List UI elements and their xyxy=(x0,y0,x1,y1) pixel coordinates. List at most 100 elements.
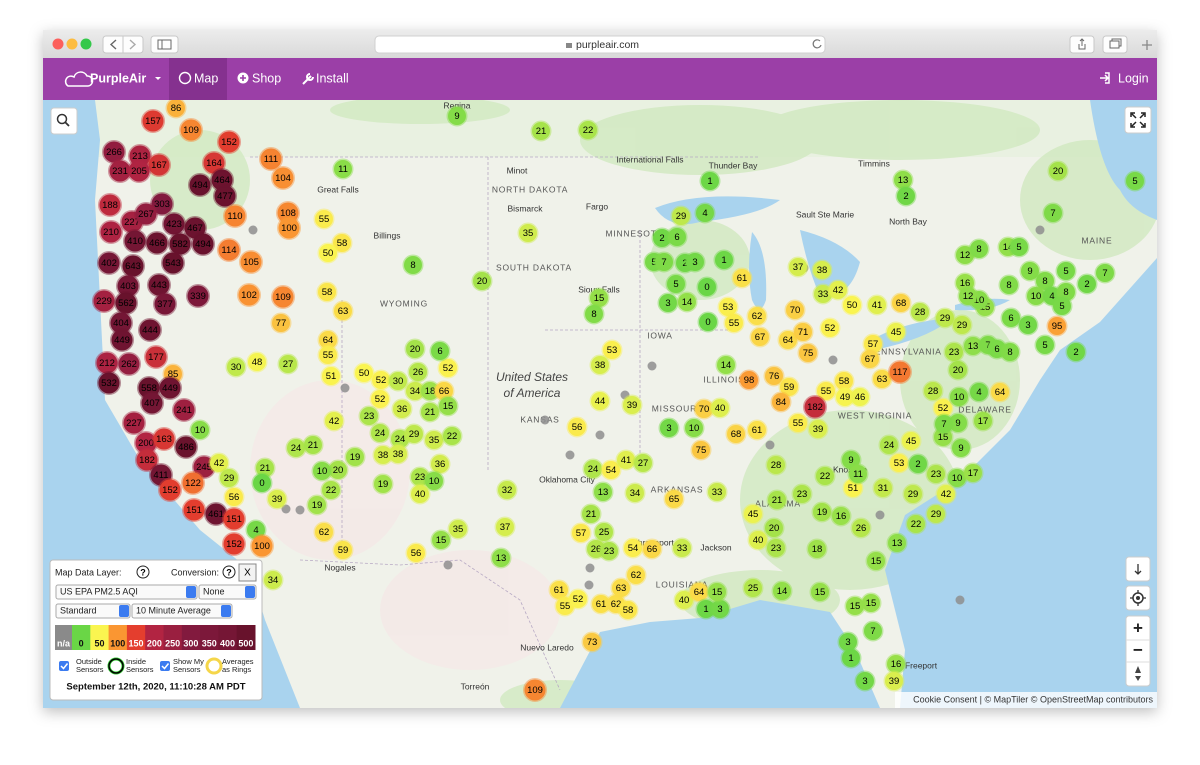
sensor[interactable] xyxy=(871,368,893,390)
sensor[interactable] xyxy=(738,369,760,391)
sensor[interactable] xyxy=(316,281,338,303)
sensor[interactable] xyxy=(174,435,198,459)
logo-icon[interactable] xyxy=(64,71,94,87)
sensor[interactable] xyxy=(972,410,994,432)
sensor[interactable] xyxy=(1076,273,1098,295)
sensor[interactable] xyxy=(696,276,718,298)
new-tab-button[interactable] xyxy=(1142,40,1152,50)
sensor[interactable] xyxy=(152,427,176,451)
sensor[interactable] xyxy=(746,419,768,441)
sensor[interactable] xyxy=(1055,260,1077,282)
sensor[interactable] xyxy=(430,529,452,551)
sensor[interactable] xyxy=(592,481,614,503)
sensor[interactable] xyxy=(749,326,771,348)
sensor[interactable] xyxy=(746,305,768,327)
help-icon[interactable] xyxy=(136,565,150,579)
sensor[interactable] xyxy=(580,503,602,525)
sensor[interactable] xyxy=(1019,260,1041,282)
sensor[interactable] xyxy=(787,256,809,278)
sensor[interactable] xyxy=(666,226,688,248)
sensor[interactable] xyxy=(922,380,944,402)
sensor[interactable] xyxy=(849,386,871,408)
sensor[interactable] xyxy=(807,418,829,440)
sensor[interactable] xyxy=(358,405,380,427)
sensor[interactable] xyxy=(610,577,632,599)
sensor[interactable] xyxy=(1034,334,1056,356)
sensor[interactable] xyxy=(840,647,862,669)
sensor[interactable] xyxy=(181,471,205,495)
sensor[interactable] xyxy=(811,501,833,523)
sensor[interactable] xyxy=(598,540,620,562)
sensor[interactable] xyxy=(671,537,693,559)
nav-item[interactable]: Shop xyxy=(252,71,281,85)
sensor[interactable] xyxy=(1065,341,1087,363)
zoom-out[interactable]: − xyxy=(1133,640,1143,659)
sensor[interactable] xyxy=(778,376,800,398)
sensor[interactable] xyxy=(763,517,785,539)
sensor[interactable] xyxy=(144,345,168,369)
sensor[interactable] xyxy=(186,284,210,308)
sensor[interactable] xyxy=(690,439,712,461)
sensor[interactable] xyxy=(600,459,622,481)
sensor[interactable] xyxy=(725,423,747,445)
sensor[interactable] xyxy=(127,159,151,183)
sensor[interactable] xyxy=(806,538,828,560)
sensor[interactable] xyxy=(694,202,716,224)
sensor[interactable] xyxy=(97,251,121,275)
sensor[interactable] xyxy=(161,251,185,275)
sensor[interactable] xyxy=(331,232,353,254)
sensor[interactable] xyxy=(404,338,426,360)
sensor[interactable] xyxy=(217,238,241,262)
sensor[interactable] xyxy=(859,348,881,370)
sensor[interactable] xyxy=(490,547,512,569)
sensor[interactable] xyxy=(246,351,268,373)
sensor[interactable] xyxy=(742,503,764,525)
sensor[interactable] xyxy=(866,294,888,316)
sensor[interactable] xyxy=(259,147,283,171)
sensor[interactable] xyxy=(854,670,876,692)
sensor[interactable] xyxy=(530,120,552,142)
sensor[interactable] xyxy=(97,371,121,395)
sensor[interactable] xyxy=(885,321,907,343)
sensor[interactable] xyxy=(577,119,599,141)
sensor[interactable] xyxy=(402,254,424,276)
sensor[interactable] xyxy=(665,273,687,295)
sensor[interactable] xyxy=(617,599,639,621)
sensor[interactable] xyxy=(141,109,165,133)
sensor[interactable] xyxy=(998,274,1020,296)
sensor[interactable] xyxy=(150,192,174,216)
sensor[interactable] xyxy=(827,279,849,301)
reload-icon[interactable] xyxy=(812,39,822,49)
sensor[interactable] xyxy=(372,473,394,495)
sensor[interactable] xyxy=(621,394,643,416)
sensor[interactable] xyxy=(423,429,445,451)
sensor[interactable] xyxy=(191,232,215,256)
sensor[interactable] xyxy=(850,517,872,539)
sensor[interactable] xyxy=(447,518,469,540)
sensor[interactable] xyxy=(114,291,138,315)
zoom-in[interactable]: + xyxy=(1133,618,1143,637)
sensor[interactable] xyxy=(765,454,787,476)
sensor[interactable] xyxy=(890,292,912,314)
sensor[interactable] xyxy=(403,423,425,445)
sensor[interactable] xyxy=(683,417,705,439)
sensor[interactable] xyxy=(494,516,516,538)
sensor[interactable] xyxy=(653,251,675,273)
sensor[interactable] xyxy=(266,488,288,510)
sensor[interactable] xyxy=(172,398,196,422)
sensor[interactable] xyxy=(747,529,769,551)
sensor[interactable] xyxy=(811,259,833,281)
sensor[interactable] xyxy=(670,205,692,227)
sensor[interactable] xyxy=(641,538,663,560)
sensor[interactable] xyxy=(905,513,927,535)
sensor[interactable] xyxy=(886,532,908,554)
sensor[interactable] xyxy=(657,292,679,314)
sensor[interactable] xyxy=(809,581,831,603)
sensor[interactable] xyxy=(391,398,413,420)
sensor[interactable] xyxy=(593,521,615,543)
sensor[interactable] xyxy=(317,344,339,366)
sensor[interactable] xyxy=(582,458,604,480)
sensor[interactable] xyxy=(429,340,451,362)
sensor[interactable] xyxy=(1034,270,1056,292)
sensor[interactable] xyxy=(517,222,539,244)
